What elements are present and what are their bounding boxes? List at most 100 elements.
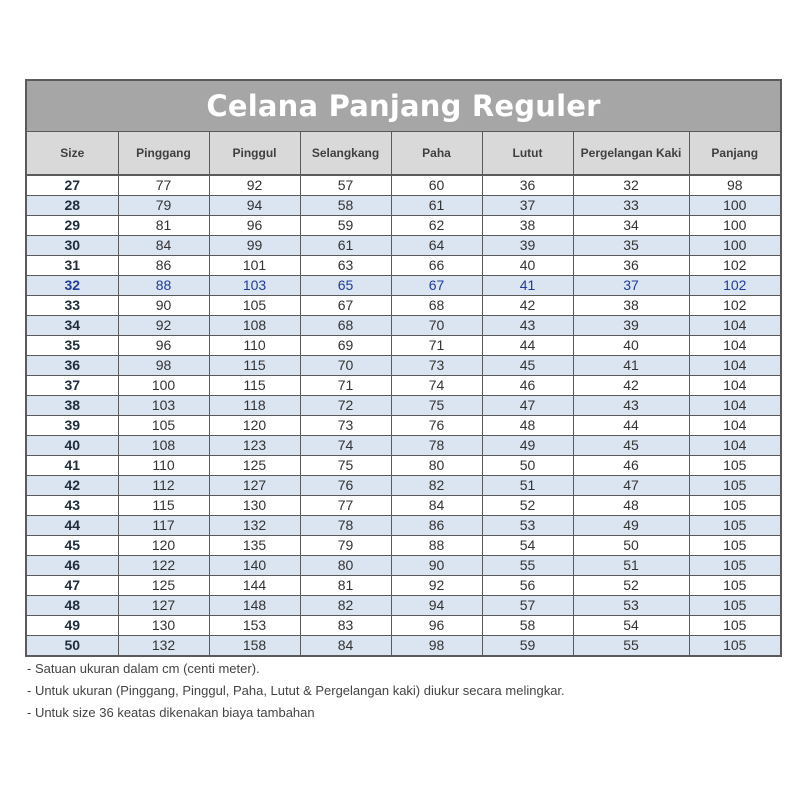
table-row: 46 122 140 80 90 55 51 105 (27, 555, 780, 576)
table-row: 44 117 132 78 86 53 49 105 (27, 515, 780, 536)
table-cell: 57 (482, 595, 574, 616)
table-cell: 103 (118, 395, 210, 416)
table-cell: 62 (391, 215, 483, 236)
table-cell: 120 (209, 415, 301, 436)
table-cell: 122 (118, 555, 210, 576)
table-cell: 96 (209, 215, 301, 236)
table-cell: 86 (118, 255, 210, 276)
table-cell: 36 (573, 255, 690, 276)
size-cell: 31 (27, 255, 119, 276)
table-cell: 61 (300, 235, 392, 256)
table-cell: 64 (391, 235, 483, 256)
table-cell: 98 (391, 635, 483, 655)
table-row: 45 120 135 79 88 54 50 105 (27, 535, 780, 556)
table-cell: 55 (482, 555, 574, 576)
table-row: 40 108 123 74 78 49 45 104 (27, 435, 780, 456)
table-cell: 69 (300, 335, 392, 356)
table-cell: 140 (209, 555, 301, 576)
table-cell: 92 (209, 175, 301, 196)
size-cell: 47 (27, 575, 119, 596)
table-row: 48 127 148 82 94 57 53 105 (27, 595, 780, 616)
table-cell: 47 (482, 395, 574, 416)
size-cell: 44 (27, 515, 119, 536)
table-cell: 65 (300, 275, 392, 296)
table-row: 47 125 144 81 92 56 52 105 (27, 575, 780, 596)
table-cell: 120 (118, 535, 210, 556)
table-cell: 54 (482, 535, 574, 556)
table-cell: 77 (118, 175, 210, 196)
table-row: 31 86 101 63 66 40 36 102 (27, 255, 780, 276)
table-cell: 103 (209, 275, 301, 296)
table-body: 27 77 92 57 60 36 32 98 28 79 94 58 61 37 33 100 29 81 96 5… (27, 175, 780, 655)
table-cell: 70 (391, 315, 483, 336)
table-cell: 46 (482, 375, 574, 396)
table-cell: 105 (689, 495, 780, 516)
table-cell: 99 (209, 235, 301, 256)
table-cell: 123 (209, 435, 301, 456)
table-cell: 45 (573, 435, 690, 456)
table-cell: 42 (573, 375, 690, 396)
table-cell: 88 (118, 275, 210, 296)
chart-title-bar: Celana Panjang Reguler (27, 81, 780, 132)
table-cell: 84 (118, 235, 210, 256)
table-cell: 98 (689, 175, 780, 196)
table-row: 38 103 118 72 75 47 43 104 (27, 395, 780, 416)
table-row: 33 90 105 67 68 42 38 102 (27, 295, 780, 316)
table-cell: 158 (209, 635, 301, 655)
table-cell: 110 (118, 455, 210, 476)
table-cell: 60 (391, 175, 483, 196)
table-cell: 54 (573, 615, 690, 636)
table-cell: 55 (573, 635, 690, 655)
table-cell: 79 (118, 195, 210, 216)
table-row: 29 81 96 59 62 38 34 100 (27, 215, 780, 236)
table-cell: 105 (689, 455, 780, 476)
size-cell: 40 (27, 435, 119, 456)
table-cell: 94 (209, 195, 301, 216)
table-cell: 90 (118, 295, 210, 316)
table-cell: 92 (118, 315, 210, 336)
column-header: Lutut (482, 132, 574, 176)
table-row: 43 115 130 77 84 52 48 105 (27, 495, 780, 516)
table-cell: 53 (482, 515, 574, 536)
table-cell: 105 (689, 515, 780, 536)
note-line: - Satuan ukuran dalam cm (centi meter). (27, 661, 260, 676)
table-cell: 108 (209, 315, 301, 336)
table-cell: 84 (391, 495, 483, 516)
notes: - Satuan ukuran dalam cm (centi meter). … (27, 659, 767, 725)
table-row: 34 92 108 68 70 43 39 104 (27, 315, 780, 336)
table-row: 41 110 125 75 80 50 46 105 (27, 455, 780, 476)
table-cell: 74 (391, 375, 483, 396)
table-cell: 115 (209, 355, 301, 376)
table-cell: 67 (300, 295, 392, 316)
size-cell: 35 (27, 335, 119, 356)
table-cell: 68 (391, 295, 483, 316)
column-header: Pergelangan Kaki (573, 132, 690, 176)
table-cell: 81 (118, 215, 210, 236)
table-cell: 104 (689, 355, 780, 376)
table-cell: 115 (209, 375, 301, 396)
table-cell: 96 (118, 335, 210, 356)
table-cell: 79 (300, 535, 392, 556)
table-cell: 76 (300, 475, 392, 496)
table-cell: 33 (573, 195, 690, 216)
table-cell: 82 (391, 475, 483, 496)
table-cell: 53 (573, 595, 690, 616)
table-cell: 68 (300, 315, 392, 336)
table-cell: 63 (300, 255, 392, 276)
size-cell: 38 (27, 395, 119, 416)
table-cell: 75 (300, 455, 392, 476)
table-cell: 36 (482, 175, 574, 196)
size-cell: 48 (27, 595, 119, 616)
table-cell: 82 (300, 595, 392, 616)
table-cell: 49 (482, 435, 574, 456)
table-cell: 52 (482, 495, 574, 516)
table-cell: 57 (300, 175, 392, 196)
table-cell: 102 (689, 295, 780, 316)
table-cell: 71 (300, 375, 392, 396)
table-cell: 37 (573, 275, 690, 296)
size-cell: 43 (27, 495, 119, 516)
table-cell: 48 (482, 415, 574, 436)
table-cell: 92 (391, 575, 483, 596)
table-row: 27 77 92 57 60 36 32 98 (27, 175, 780, 196)
table-cell: 66 (391, 255, 483, 276)
